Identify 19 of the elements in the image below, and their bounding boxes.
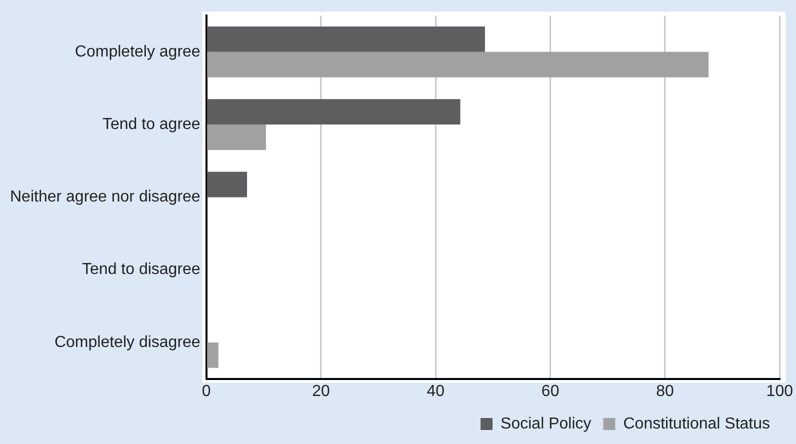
x-tick-label: 40 xyxy=(426,382,445,400)
bar xyxy=(207,124,266,150)
bar xyxy=(207,26,485,52)
x-tick-label: 20 xyxy=(312,382,330,400)
y-tick-label: Completely disagree xyxy=(54,334,200,351)
x-tick-label: 80 xyxy=(656,382,674,400)
bar xyxy=(207,99,460,125)
x-tick-label: 0 xyxy=(202,382,211,400)
y-tick-label: Completely agree xyxy=(74,43,200,60)
x-tick-label: 100 xyxy=(766,382,794,400)
bar xyxy=(207,172,248,198)
y-tick-label: Tend to disagree xyxy=(82,261,200,278)
y-tick-label: Neither agree nor disagree xyxy=(10,188,200,206)
legend-label: Social Policy xyxy=(500,415,592,432)
bar xyxy=(207,342,218,368)
legend-label: Constitutional Status xyxy=(623,415,770,432)
y-tick-label: Tend to agree xyxy=(102,116,200,133)
bar xyxy=(207,52,709,78)
x-tick-label: 60 xyxy=(541,382,560,400)
